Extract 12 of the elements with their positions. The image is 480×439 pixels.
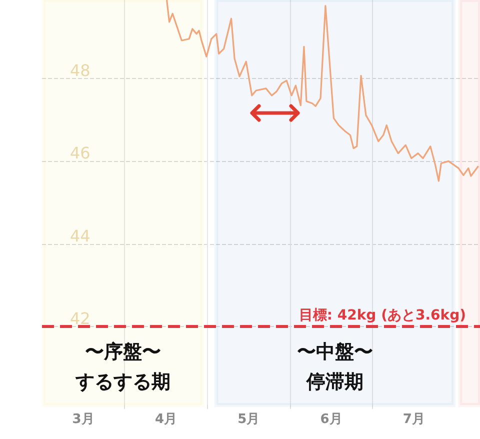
band-label: 〜中盤〜停滞期: [296, 341, 373, 393]
x-tick-label: 6月: [320, 412, 342, 427]
x-tick-label: 7月: [402, 412, 425, 427]
band-label: 〜序盤〜するする期: [74, 341, 170, 393]
y-tick-label: 44: [70, 226, 90, 246]
x-tick-label: 4月: [154, 412, 177, 427]
y-tick-label: 46: [70, 144, 90, 163]
x-tick-label: 3月: [72, 412, 94, 427]
x-tick-label: 5月: [238, 412, 260, 427]
y-tick-label: 48: [70, 61, 90, 80]
ref-line-label: 目標: 42kg (あと3.6kg): [298, 307, 466, 324]
y-tick-label: 42: [70, 308, 90, 328]
